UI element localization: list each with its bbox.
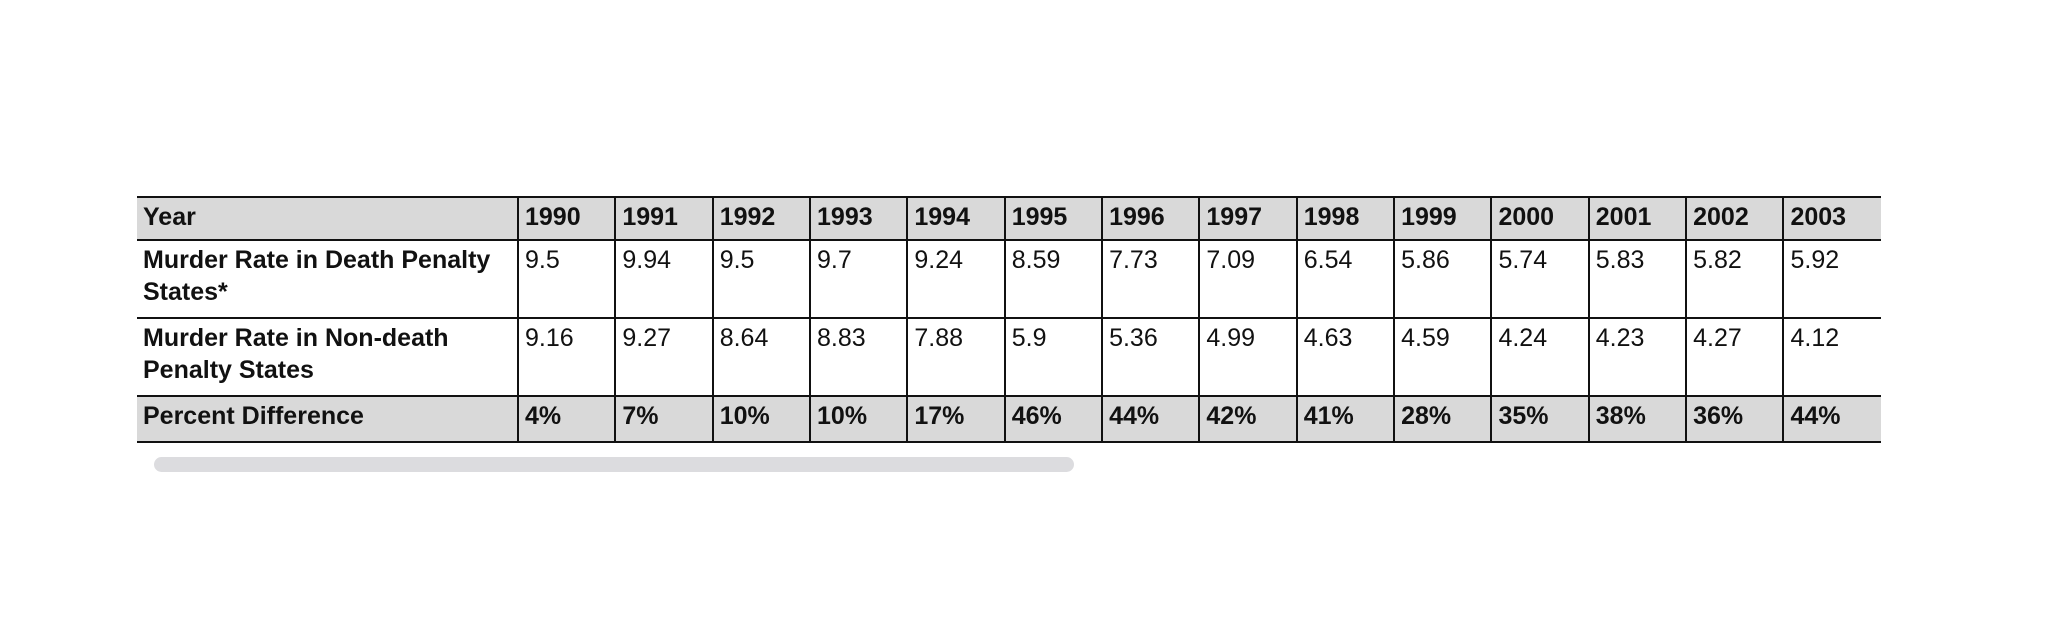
table-cell: 9.16 [516,317,617,397]
table-cell: 1990 [516,196,617,241]
row-label: Year [137,196,519,241]
table-cell: 2002 [1685,196,1785,241]
table-cell: 5.74 [1490,239,1590,319]
table-cell: 44% [1782,395,1881,443]
table-cell: 9.5 [711,239,812,319]
table-cell: 9.27 [614,317,714,397]
table-cell: 4.99 [1198,317,1298,397]
table-cell: 9.94 [614,239,714,319]
table-cell: 1994 [906,196,1006,241]
table-cell: 1992 [711,196,812,241]
table-cell: 10% [711,395,812,443]
table-cell: 36% [1685,395,1785,443]
table-cell: 1998 [1295,196,1396,241]
table-cell: 5.92 [1782,239,1881,319]
table-cell: 7% [614,395,714,443]
table-cell: 2000 [1490,196,1590,241]
table-cell: 5.36 [1101,317,1201,397]
table-cell: 7.09 [1198,239,1298,319]
table-cell: 5.86 [1393,239,1493,319]
table-cell: 6.54 [1295,239,1396,319]
table-row: Murder Rate in Death Penalty States* 9.5 9… [137,239,1881,319]
table-cell: 4.59 [1393,317,1493,397]
table-cell: 9.5 [516,239,617,319]
data-table: Year 1990 1991 1992 1993 1994 1995 1996 1997 1998… [137,196,1881,443]
table-cell: 41% [1295,395,1396,443]
table-cell: 46% [1003,395,1104,443]
table-cell: 4.63 [1295,317,1396,397]
table-cell: 4.24 [1490,317,1590,397]
row-label: Percent Difference [137,395,519,443]
table-cell: 1995 [1003,196,1104,241]
table-cell: 44% [1101,395,1201,443]
table-cell: 5.9 [1003,317,1104,397]
table-cell: 1993 [809,196,909,241]
row-label: Murder Rate in Non-death Penalty States [137,317,519,397]
row-label: Murder Rate in Death Penalty States* [137,239,519,319]
table-cell: 1996 [1101,196,1201,241]
table-cell: 7.88 [906,317,1006,397]
table-cell: 35% [1490,395,1590,443]
table-cell: 42% [1198,395,1298,443]
table-cell: 7.73 [1101,239,1201,319]
table-cell: 4.12 [1782,317,1881,397]
table-cell: 38% [1587,395,1688,443]
table-cell: 4.23 [1587,317,1688,397]
table-cell: 2003 [1782,196,1881,241]
table-cell: 8.64 [711,317,812,397]
table-cell: 4% [516,395,617,443]
table-cell: 5.82 [1685,239,1785,319]
table-cell: 9.7 [809,239,909,319]
table-cell: 10% [809,395,909,443]
table-cell: 4.27 [1685,317,1785,397]
table-row: Year 1990 1991 1992 1993 1994 1995 1996 1997 1998… [137,196,1881,241]
table-cell: 2001 [1587,196,1688,241]
table-cell: 1997 [1198,196,1298,241]
table-container: Year 1990 1991 1992 1993 1994 1995 1996 1997 1998… [137,196,1881,443]
table-cell: 17% [906,395,1006,443]
table-cell: 1991 [614,196,714,241]
table-row: Percent Difference 4% 7% 10% 10% 17% 46% 44% 42%… [137,395,1881,443]
table-cell: 8.59 [1003,239,1104,319]
table-cell: 1999 [1393,196,1493,241]
table-cell: 8.83 [809,317,909,397]
table-row: Murder Rate in Non-death Penalty States 9… [137,317,1881,397]
table-cell: 9.24 [906,239,1006,319]
table-cell: 5.83 [1587,239,1688,319]
horizontal-scrollbar[interactable] [154,457,1074,472]
table-cell: 28% [1393,395,1493,443]
